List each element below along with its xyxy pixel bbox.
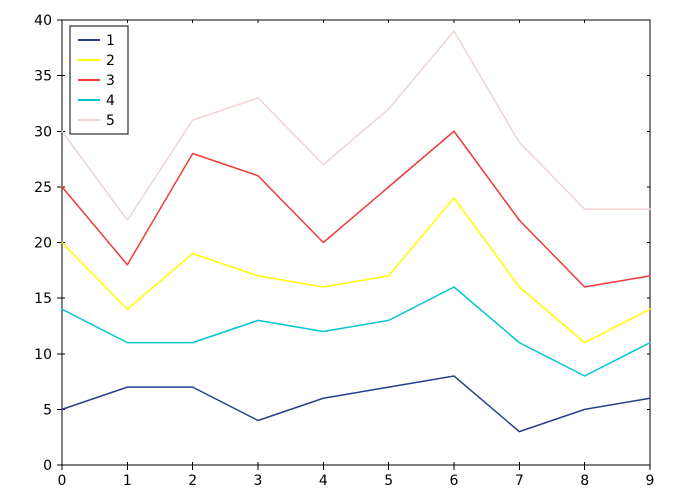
series-5 bbox=[62, 31, 650, 220]
x-tick-label: 2 bbox=[188, 473, 197, 489]
x-tick-label: 3 bbox=[254, 473, 263, 489]
y-tick-label: 30 bbox=[34, 124, 52, 140]
x-tick-label: 8 bbox=[580, 473, 589, 489]
x-tick-label: 9 bbox=[646, 473, 655, 489]
x-tick-label: 5 bbox=[384, 473, 393, 489]
y-tick-label: 15 bbox=[34, 291, 52, 307]
legend-label-2: 2 bbox=[106, 53, 115, 69]
y-tick-label: 25 bbox=[34, 180, 52, 196]
y-tick-label: 40 bbox=[34, 13, 52, 29]
x-tick-label: 1 bbox=[123, 473, 132, 489]
x-tick-label: 6 bbox=[450, 473, 459, 489]
x-tick-label: 4 bbox=[319, 473, 328, 489]
series-3 bbox=[62, 131, 650, 287]
y-tick-label: 0 bbox=[43, 458, 52, 474]
y-tick-label: 35 bbox=[34, 69, 52, 85]
x-tick-label: 7 bbox=[515, 473, 524, 489]
chart-container: { "chart": { "type": "line", "width": 67… bbox=[0, 0, 675, 500]
y-tick-label: 5 bbox=[43, 402, 52, 418]
legend-label-3: 3 bbox=[106, 73, 115, 89]
legend: 1 2 3 4 5 bbox=[70, 26, 128, 134]
plot-border bbox=[62, 20, 650, 465]
series-2 bbox=[62, 198, 650, 343]
series-1 bbox=[62, 376, 650, 432]
legend-label-5: 5 bbox=[106, 113, 115, 129]
series-4 bbox=[62, 287, 650, 376]
legend-label-1: 1 bbox=[106, 33, 115, 49]
y-tick-label: 10 bbox=[34, 347, 52, 363]
y-tick-label: 20 bbox=[34, 236, 52, 252]
legend-label-4: 4 bbox=[106, 93, 115, 109]
x-tick-label: 0 bbox=[58, 473, 67, 489]
line-chart: 0 1 2 3 4 5 6 7 8 9 0 5 10 15 20 25 30 35 40 1 2 3 4 5 bbox=[0, 0, 675, 500]
